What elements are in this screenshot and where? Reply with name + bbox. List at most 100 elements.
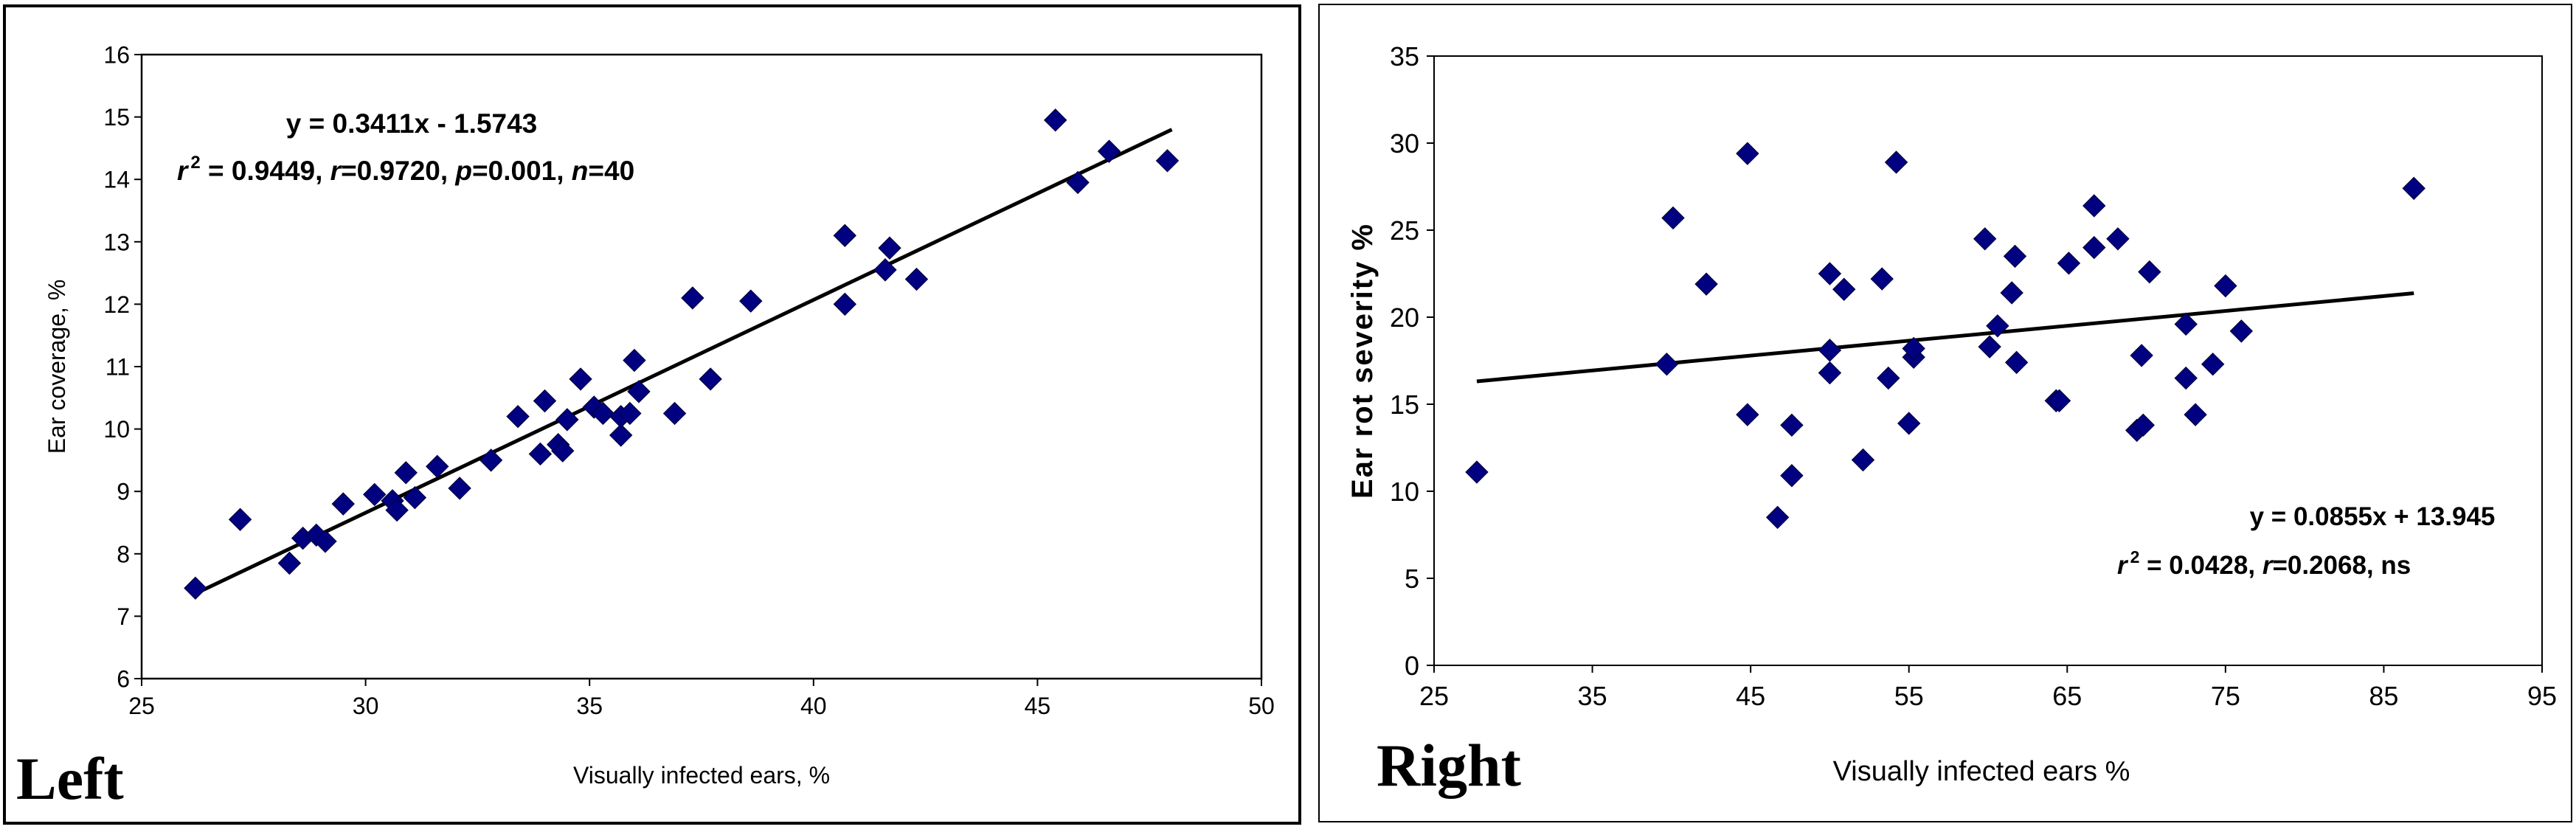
left-stats-r-value: =0.9720, xyxy=(341,156,455,186)
right-data-point xyxy=(2174,366,2198,390)
right-data-point xyxy=(2229,319,2254,343)
right-data-point xyxy=(1818,361,1842,385)
left-data-point xyxy=(228,507,252,531)
right-y-tick-label: 0 xyxy=(1405,651,1419,681)
left-y-tick-label: 16 xyxy=(103,42,130,69)
right-data-point xyxy=(1870,267,1894,291)
right-data-point xyxy=(1818,262,1842,285)
left-data-point xyxy=(277,551,302,575)
left-data-point xyxy=(591,401,615,426)
right-y-tick-label: 25 xyxy=(1390,215,1419,246)
left-data-point xyxy=(479,448,503,472)
right-x-tick-label: 75 xyxy=(2211,681,2240,711)
left-data-point xyxy=(833,292,857,316)
left-data-point xyxy=(627,380,651,403)
left-x-axis-label: Visually infected ears, % xyxy=(573,762,830,789)
left-x-tick-label: 50 xyxy=(1248,693,1275,719)
right-y-tick-label: 30 xyxy=(1390,128,1419,159)
left-data-point xyxy=(681,286,704,310)
right-y-axis-label: Ear rot severity % xyxy=(1346,223,1379,499)
right-trendline xyxy=(1476,291,2414,384)
left-y-axis-label: Ear coverage, % xyxy=(44,280,70,454)
left-stats-r2-value: = 0.9449, xyxy=(201,156,330,186)
left-data-point xyxy=(184,576,207,600)
right-x-tick-label: 35 xyxy=(1578,681,1607,711)
left-data-point xyxy=(904,267,929,291)
right-x-tick-label: 25 xyxy=(1419,681,1449,711)
left-data-point xyxy=(873,258,897,282)
right-x-tick-label: 65 xyxy=(2052,681,2082,711)
left-x-tick-label: 35 xyxy=(576,693,603,719)
left-x-tick-label: 30 xyxy=(353,693,379,719)
left-chart-panel: 25 30 35 40 45 50 6 7 8 9 10 11 12 13 14 15 16 y = 0.341… xyxy=(3,4,1301,825)
right-data-points xyxy=(1465,142,2426,530)
left-data-point xyxy=(569,367,592,391)
right-data-point xyxy=(1465,460,1489,484)
right-stats-r2-value: = 0.0428, xyxy=(2139,551,2262,580)
right-stats-r2-symbol: r xyxy=(2117,551,2129,580)
right-data-point xyxy=(2214,274,2237,298)
right-data-point xyxy=(2004,350,2029,375)
right-stats-r-value: =0.2068, ns xyxy=(2272,551,2411,580)
right-data-point xyxy=(1978,335,2001,358)
right-data-point xyxy=(1780,413,1804,437)
left-data-point xyxy=(506,404,530,429)
right-data-point xyxy=(1884,150,1908,174)
right-data-point xyxy=(1736,142,1759,165)
right-stats-r-symbol: r xyxy=(2262,551,2274,580)
left-data-point xyxy=(739,289,763,313)
left-trendline xyxy=(194,128,1173,595)
left-y-tick-label: 14 xyxy=(103,167,130,193)
right-data-point xyxy=(1765,505,1790,530)
left-data-point xyxy=(878,236,901,260)
left-y-tick-label: 7 xyxy=(117,603,130,630)
left-y-tick-label: 9 xyxy=(117,479,130,505)
left-data-points xyxy=(184,108,1180,600)
right-x-tick-label: 55 xyxy=(1894,681,1924,711)
left-y-tick-label: 12 xyxy=(103,291,130,318)
left-panel-label: Left xyxy=(16,745,124,812)
right-equation-label: y = 0.0855x + 13.945 xyxy=(2250,502,2496,531)
right-data-point xyxy=(2003,244,2027,268)
left-data-point xyxy=(833,224,857,248)
left-x-tick-label: 25 xyxy=(128,693,155,719)
left-data-point xyxy=(331,492,355,516)
left-data-point xyxy=(363,482,387,507)
right-data-point xyxy=(1661,206,1685,230)
right-data-point xyxy=(2082,194,2106,218)
right-data-point xyxy=(2000,281,2023,305)
left-stats-n-value: =40 xyxy=(588,156,634,186)
right-data-point xyxy=(2184,403,2207,426)
left-equation-label: y = 0.3411x - 1.5743 xyxy=(286,108,538,139)
right-panel-label: Right xyxy=(1377,732,1521,799)
right-data-point xyxy=(1851,448,1875,472)
right-stats-r2-sup: 2 xyxy=(2130,547,2140,567)
left-x-tick-label: 45 xyxy=(1025,693,1051,719)
right-data-point xyxy=(2174,312,2198,336)
left-y-tick-label: 8 xyxy=(117,541,130,567)
right-data-point xyxy=(1877,366,1900,390)
right-data-point xyxy=(1897,412,1921,435)
right-data-point xyxy=(2131,413,2155,437)
left-x-tick-label: 40 xyxy=(800,693,827,719)
left-data-point xyxy=(528,442,553,466)
right-y-tick-label: 5 xyxy=(1405,564,1419,594)
left-data-point xyxy=(699,367,722,391)
right-data-point xyxy=(2201,353,2225,376)
left-data-point xyxy=(426,454,449,479)
left-data-point xyxy=(623,348,646,373)
right-tick-layer: 25 35 45 55 65 75 85 95 0 5 10 15 20 25 30 35 xyxy=(1390,41,2557,711)
right-x-axis-label: Visually infected ears % xyxy=(1833,756,2130,787)
right-y-tick-label: 15 xyxy=(1390,389,1419,420)
left-data-point xyxy=(1097,139,1121,163)
left-data-point xyxy=(385,498,409,522)
right-plot-area xyxy=(1433,55,2543,666)
left-y-tick-label: 13 xyxy=(103,229,130,255)
right-data-point xyxy=(1780,464,1804,488)
right-x-tick-label: 85 xyxy=(2369,681,2398,711)
left-y-tick-label: 11 xyxy=(105,354,130,381)
right-y-tick-label: 10 xyxy=(1390,477,1419,507)
